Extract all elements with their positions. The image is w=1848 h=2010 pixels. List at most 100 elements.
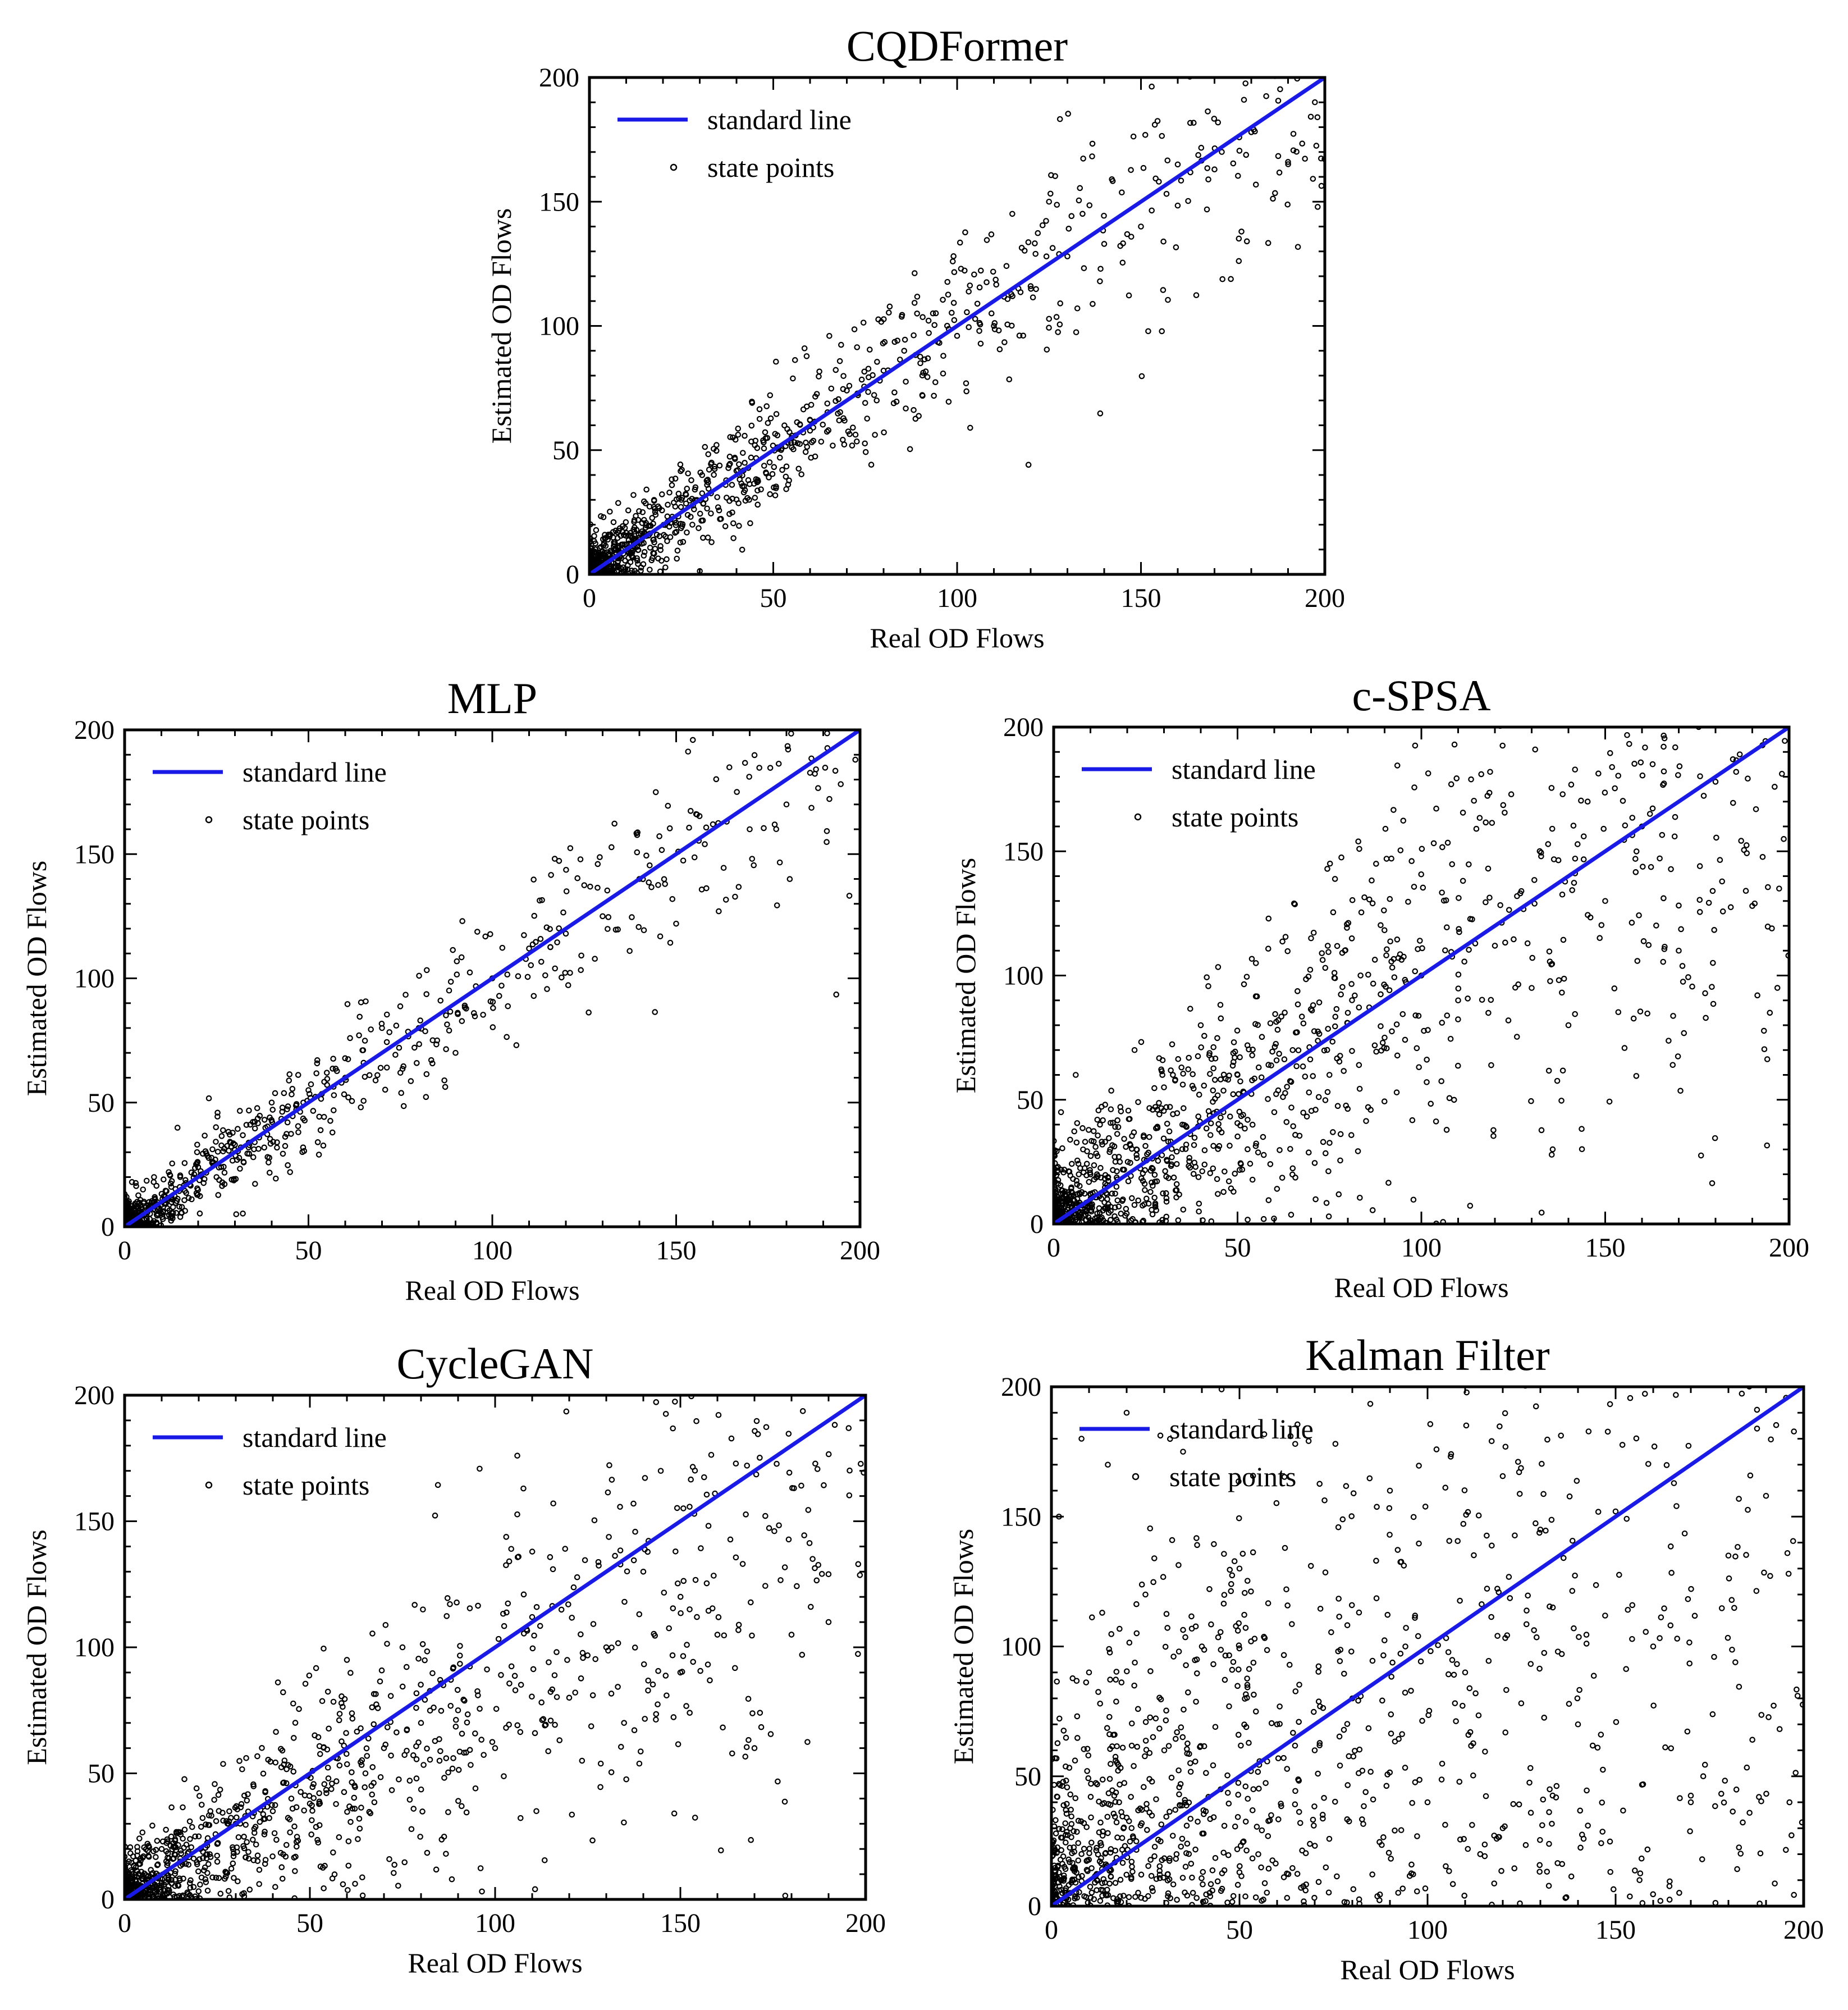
data-point xyxy=(262,1857,269,1863)
data-point xyxy=(290,1735,297,1741)
data-point xyxy=(578,967,584,974)
data-point xyxy=(234,1849,240,1855)
data-point xyxy=(1159,133,1165,139)
data-point xyxy=(951,269,958,276)
data-point xyxy=(1478,771,1484,778)
data-point xyxy=(336,1711,343,1717)
data-point xyxy=(530,876,537,883)
data-point xyxy=(1772,655,1777,659)
data-point xyxy=(1219,149,1225,155)
data-point xyxy=(616,525,623,532)
data-point xyxy=(911,407,917,413)
data-point xyxy=(1001,339,1008,345)
data-point xyxy=(388,1752,394,1759)
x-tick-label: 50 xyxy=(295,1236,322,1266)
data-point xyxy=(230,1844,236,1851)
data-point xyxy=(901,348,908,354)
data-point xyxy=(707,1311,712,1315)
data-point xyxy=(1314,114,1321,121)
data-point xyxy=(1754,992,1760,999)
data-point xyxy=(735,431,742,438)
y-tick-label: 200 xyxy=(1003,712,1044,742)
data-point xyxy=(1216,1143,1223,1149)
data-point xyxy=(321,1885,327,1892)
data-point xyxy=(763,470,770,477)
data-point xyxy=(1214,1092,1221,1099)
state-points-series xyxy=(1054,550,1789,1224)
data-point xyxy=(501,1773,507,1779)
data-point xyxy=(1187,120,1193,126)
data-point xyxy=(710,821,716,828)
data-point xyxy=(422,1657,428,1664)
data-point xyxy=(1236,258,1242,264)
data-point xyxy=(1059,1145,1065,1152)
data-point xyxy=(1177,53,1182,58)
data-point xyxy=(653,1716,659,1723)
data-point xyxy=(1675,1053,1681,1059)
data-point xyxy=(1302,156,1308,162)
data-point xyxy=(1065,226,1072,232)
data-point xyxy=(1185,1066,1191,1072)
data-point xyxy=(851,681,856,686)
data-point xyxy=(419,1641,426,1647)
data-point xyxy=(662,881,668,887)
data-point xyxy=(789,1180,793,1185)
data-point xyxy=(1215,119,1222,126)
data-point xyxy=(1574,841,1581,847)
data-point xyxy=(1174,202,1181,209)
data-point xyxy=(1087,1167,1093,1173)
data-point xyxy=(1579,1146,1585,1153)
data-point xyxy=(1320,48,1324,52)
data-point xyxy=(1316,999,1323,1006)
data-point xyxy=(168,1199,175,1205)
data-point xyxy=(1073,1139,1080,1146)
data-point xyxy=(1324,943,1331,949)
data-point xyxy=(190,1884,197,1890)
data-point xyxy=(347,1035,353,1041)
data-point xyxy=(1265,1062,1272,1068)
data-point xyxy=(1393,1089,1400,1095)
data-point xyxy=(1677,1088,1684,1094)
data-point xyxy=(647,862,653,869)
data-point xyxy=(720,865,727,871)
legend-label-standard-line: standard line xyxy=(1172,753,1316,785)
data-point xyxy=(132,1864,139,1871)
data-point xyxy=(597,1784,603,1790)
data-point xyxy=(618,541,625,548)
data-point xyxy=(1196,1208,1202,1215)
legend-label-state-points: state points xyxy=(243,1469,369,1501)
data-point xyxy=(940,296,946,303)
data-point xyxy=(1107,1217,1114,1223)
data-point xyxy=(633,527,640,533)
data-point xyxy=(1744,850,1750,856)
data-point xyxy=(314,1057,321,1063)
data-point xyxy=(783,486,789,492)
data-point xyxy=(1084,1148,1090,1154)
data-point xyxy=(589,1837,596,1844)
data-point xyxy=(1285,161,1291,167)
data-point xyxy=(976,328,982,334)
data-point xyxy=(529,1614,536,1620)
data-point xyxy=(330,1698,337,1705)
data-point xyxy=(1273,1057,1280,1063)
data-point xyxy=(429,1060,436,1067)
data-point xyxy=(685,748,692,755)
data-point xyxy=(1057,300,1063,307)
data-point xyxy=(1321,65,1325,69)
data-point xyxy=(740,450,746,456)
data-point xyxy=(316,1113,322,1120)
data-point xyxy=(1749,550,1754,555)
data-point xyxy=(181,1197,187,1203)
data-point xyxy=(1142,1187,1148,1193)
data-point xyxy=(651,1630,657,1637)
data-point xyxy=(1678,926,1684,933)
data-point xyxy=(415,1655,422,1662)
data-point xyxy=(747,520,753,527)
data-point xyxy=(1260,1216,1267,1222)
data-point xyxy=(1389,964,1396,971)
data-point xyxy=(450,947,456,953)
data-point xyxy=(1529,985,1535,991)
data-point xyxy=(417,1017,424,1024)
data-point xyxy=(362,1784,368,1790)
data-point xyxy=(1255,1064,1262,1071)
